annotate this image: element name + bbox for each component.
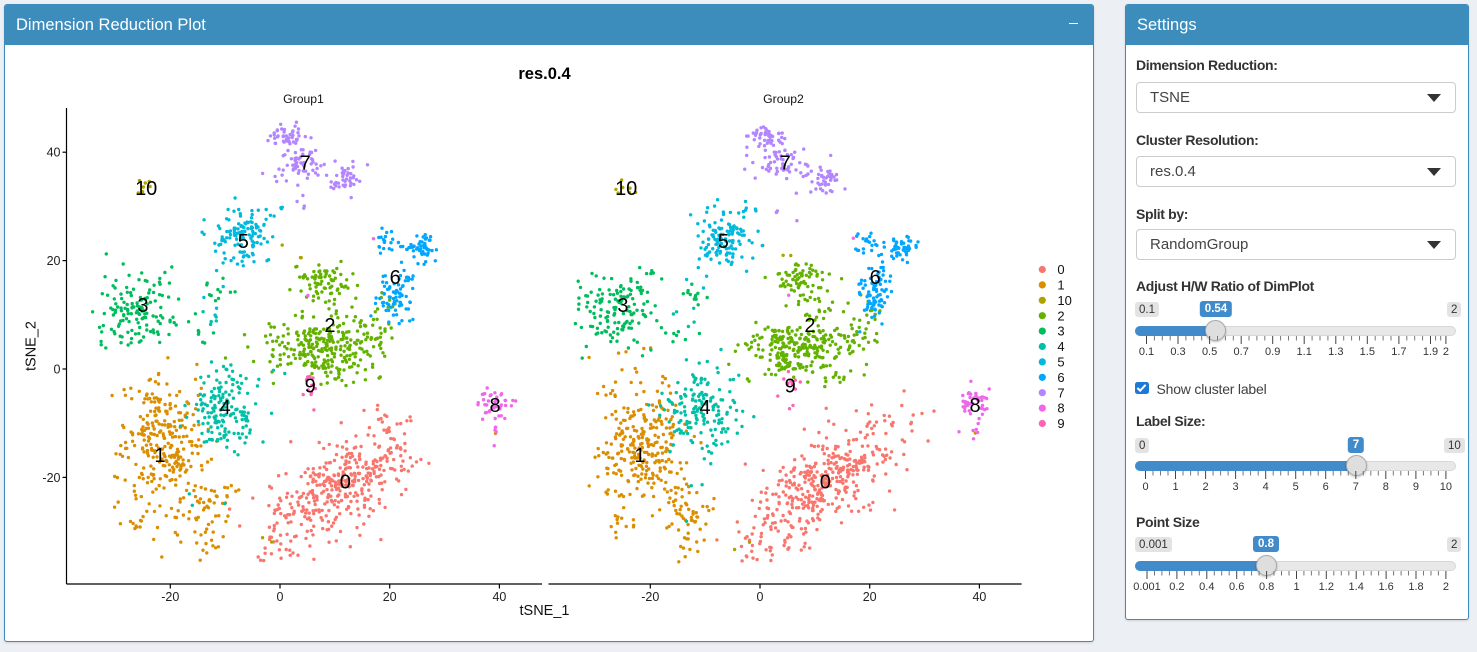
svg-text:Group1: Group1 bbox=[283, 92, 324, 106]
svg-text:7: 7 bbox=[1057, 385, 1064, 400]
svg-text:2: 2 bbox=[324, 315, 335, 337]
svg-text:2: 2 bbox=[1057, 308, 1064, 323]
svg-text:0.001: 0.001 bbox=[1133, 581, 1161, 593]
svg-text:2: 2 bbox=[1443, 581, 1449, 593]
svg-text:1.5: 1.5 bbox=[1360, 346, 1375, 358]
svg-text:3: 3 bbox=[1233, 481, 1239, 493]
svg-text:0.7: 0.7 bbox=[1234, 346, 1249, 358]
svg-text:0.6: 0.6 bbox=[1229, 581, 1244, 593]
svg-text:40: 40 bbox=[972, 590, 986, 604]
svg-text:5: 5 bbox=[238, 231, 249, 253]
svg-text:1.7: 1.7 bbox=[1391, 346, 1406, 358]
svg-text:1.9: 1.9 bbox=[1423, 346, 1438, 358]
svg-text:6: 6 bbox=[390, 267, 401, 289]
svg-text:40: 40 bbox=[492, 590, 506, 604]
svg-text:6: 6 bbox=[870, 267, 881, 289]
svg-text:9: 9 bbox=[1057, 416, 1064, 431]
svg-text:-20: -20 bbox=[641, 590, 659, 604]
svg-text:1.2: 1.2 bbox=[1319, 581, 1334, 593]
svg-text:10: 10 bbox=[1057, 293, 1071, 308]
svg-text:0: 0 bbox=[1142, 481, 1148, 493]
svg-text:10: 10 bbox=[135, 178, 157, 200]
svg-text:10: 10 bbox=[1440, 481, 1452, 493]
svg-text:Group2: Group2 bbox=[763, 92, 804, 106]
svg-text:1.3: 1.3 bbox=[1328, 346, 1343, 358]
svg-text:tSNE_1: tSNE_1 bbox=[520, 603, 570, 619]
svg-text:20: 20 bbox=[383, 590, 397, 604]
svg-text:0: 0 bbox=[820, 472, 831, 494]
svg-text:8: 8 bbox=[1383, 481, 1389, 493]
svg-text:0.9: 0.9 bbox=[1265, 346, 1280, 358]
svg-text:2: 2 bbox=[1203, 481, 1209, 493]
svg-text:2: 2 bbox=[1443, 346, 1449, 358]
svg-text:res.0.4: res.0.4 bbox=[518, 65, 571, 83]
svg-text:4: 4 bbox=[1057, 339, 1064, 354]
svg-text:2: 2 bbox=[804, 315, 815, 337]
svg-text:10: 10 bbox=[615, 178, 637, 200]
svg-text:4: 4 bbox=[1263, 481, 1269, 493]
svg-text:6: 6 bbox=[1057, 370, 1064, 385]
svg-text:1: 1 bbox=[634, 445, 645, 467]
svg-text:20: 20 bbox=[863, 590, 877, 604]
svg-text:9: 9 bbox=[785, 375, 796, 397]
svg-text:6: 6 bbox=[1323, 481, 1329, 493]
svg-text:3: 3 bbox=[1057, 324, 1064, 339]
svg-text:1.4: 1.4 bbox=[1349, 581, 1364, 593]
svg-text:1.1: 1.1 bbox=[1297, 346, 1312, 358]
svg-text:3: 3 bbox=[617, 295, 628, 317]
svg-text:40: 40 bbox=[47, 146, 61, 160]
svg-text:1.8: 1.8 bbox=[1408, 581, 1423, 593]
svg-text:5: 5 bbox=[718, 231, 729, 253]
svg-text:9: 9 bbox=[1413, 481, 1419, 493]
svg-text:0: 0 bbox=[1057, 262, 1064, 277]
svg-text:0: 0 bbox=[54, 363, 61, 377]
svg-text:1: 1 bbox=[154, 445, 165, 467]
svg-text:0.3: 0.3 bbox=[1170, 346, 1185, 358]
svg-text:8: 8 bbox=[1057, 401, 1064, 416]
svg-text:-20: -20 bbox=[161, 590, 179, 604]
svg-text:1: 1 bbox=[1293, 581, 1299, 593]
svg-text:0.4: 0.4 bbox=[1199, 581, 1214, 593]
svg-text:0: 0 bbox=[277, 590, 284, 604]
svg-text:-20: -20 bbox=[42, 471, 60, 485]
svg-text:20: 20 bbox=[47, 254, 61, 268]
svg-text:0.2: 0.2 bbox=[1169, 581, 1184, 593]
svg-text:7: 7 bbox=[1353, 481, 1359, 493]
svg-text:8: 8 bbox=[489, 395, 500, 417]
svg-text:9: 9 bbox=[305, 375, 316, 397]
svg-text:5: 5 bbox=[1057, 355, 1064, 370]
svg-text:1: 1 bbox=[1057, 278, 1064, 293]
svg-text:0.5: 0.5 bbox=[1202, 346, 1217, 358]
svg-text:0: 0 bbox=[340, 472, 351, 494]
svg-text:0: 0 bbox=[757, 590, 764, 604]
svg-text:1.6: 1.6 bbox=[1378, 581, 1393, 593]
svg-text:tSNE_2: tSNE_2 bbox=[24, 321, 40, 371]
svg-text:5: 5 bbox=[1293, 481, 1299, 493]
svg-text:0.8: 0.8 bbox=[1259, 581, 1274, 593]
svg-text:3: 3 bbox=[137, 295, 148, 317]
svg-text:4: 4 bbox=[220, 397, 231, 419]
svg-text:1: 1 bbox=[1172, 481, 1178, 493]
svg-text:0.1: 0.1 bbox=[1139, 346, 1154, 358]
svg-text:8: 8 bbox=[969, 395, 980, 417]
svg-text:7: 7 bbox=[780, 153, 791, 175]
svg-text:4: 4 bbox=[700, 397, 711, 419]
svg-text:7: 7 bbox=[300, 153, 311, 175]
